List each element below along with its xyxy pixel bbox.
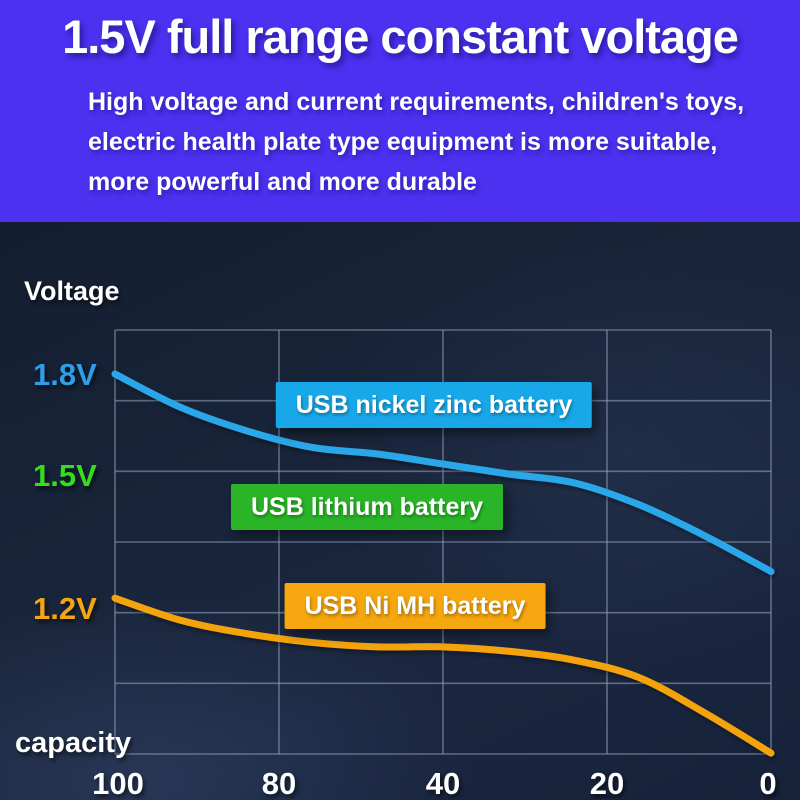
header-subtitle: High voltage and current requirements, c… (88, 82, 800, 202)
page-title: 1.5V full range constant voltage (62, 10, 739, 63)
discharge-chart: Voltage capacity 1.8V 1.5V 1.2V 100 80 4… (0, 222, 800, 800)
x-tick-80: 80 (261, 766, 297, 800)
x-axis-title: capacity (15, 727, 132, 759)
series-label-ni-mh-battery: USB Ni MH battery (284, 583, 546, 629)
y-label-1-2v: 1.2V (33, 591, 97, 626)
series-label-nickel-zinc-battery: USB nickel zinc battery (275, 382, 593, 428)
chart-plot-area (111, 329, 775, 757)
y-label-1-8v: 1.8V (33, 357, 97, 392)
subtitle-line-1: High voltage and current requirements, c… (88, 88, 745, 116)
subtitle-line-3: more powerful and more durable (88, 168, 477, 196)
series-line-0 (111, 370, 775, 576)
x-tick-20: 20 (589, 766, 625, 800)
series-line-2 (111, 594, 775, 757)
x-tick-100: 100 (92, 766, 144, 800)
y-axis-title: Voltage (24, 276, 120, 306)
x-tick-40: 40 (425, 766, 461, 800)
series-label-lithium-battery: USB lithium battery (231, 484, 503, 530)
y-label-1-5v: 1.5V (33, 458, 97, 493)
x-tick-0: 0 (759, 766, 777, 800)
header-banner: 1.5V full range constant voltage High vo… (0, 0, 800, 222)
subtitle-line-2: electric health plate type equipment is … (88, 128, 718, 156)
